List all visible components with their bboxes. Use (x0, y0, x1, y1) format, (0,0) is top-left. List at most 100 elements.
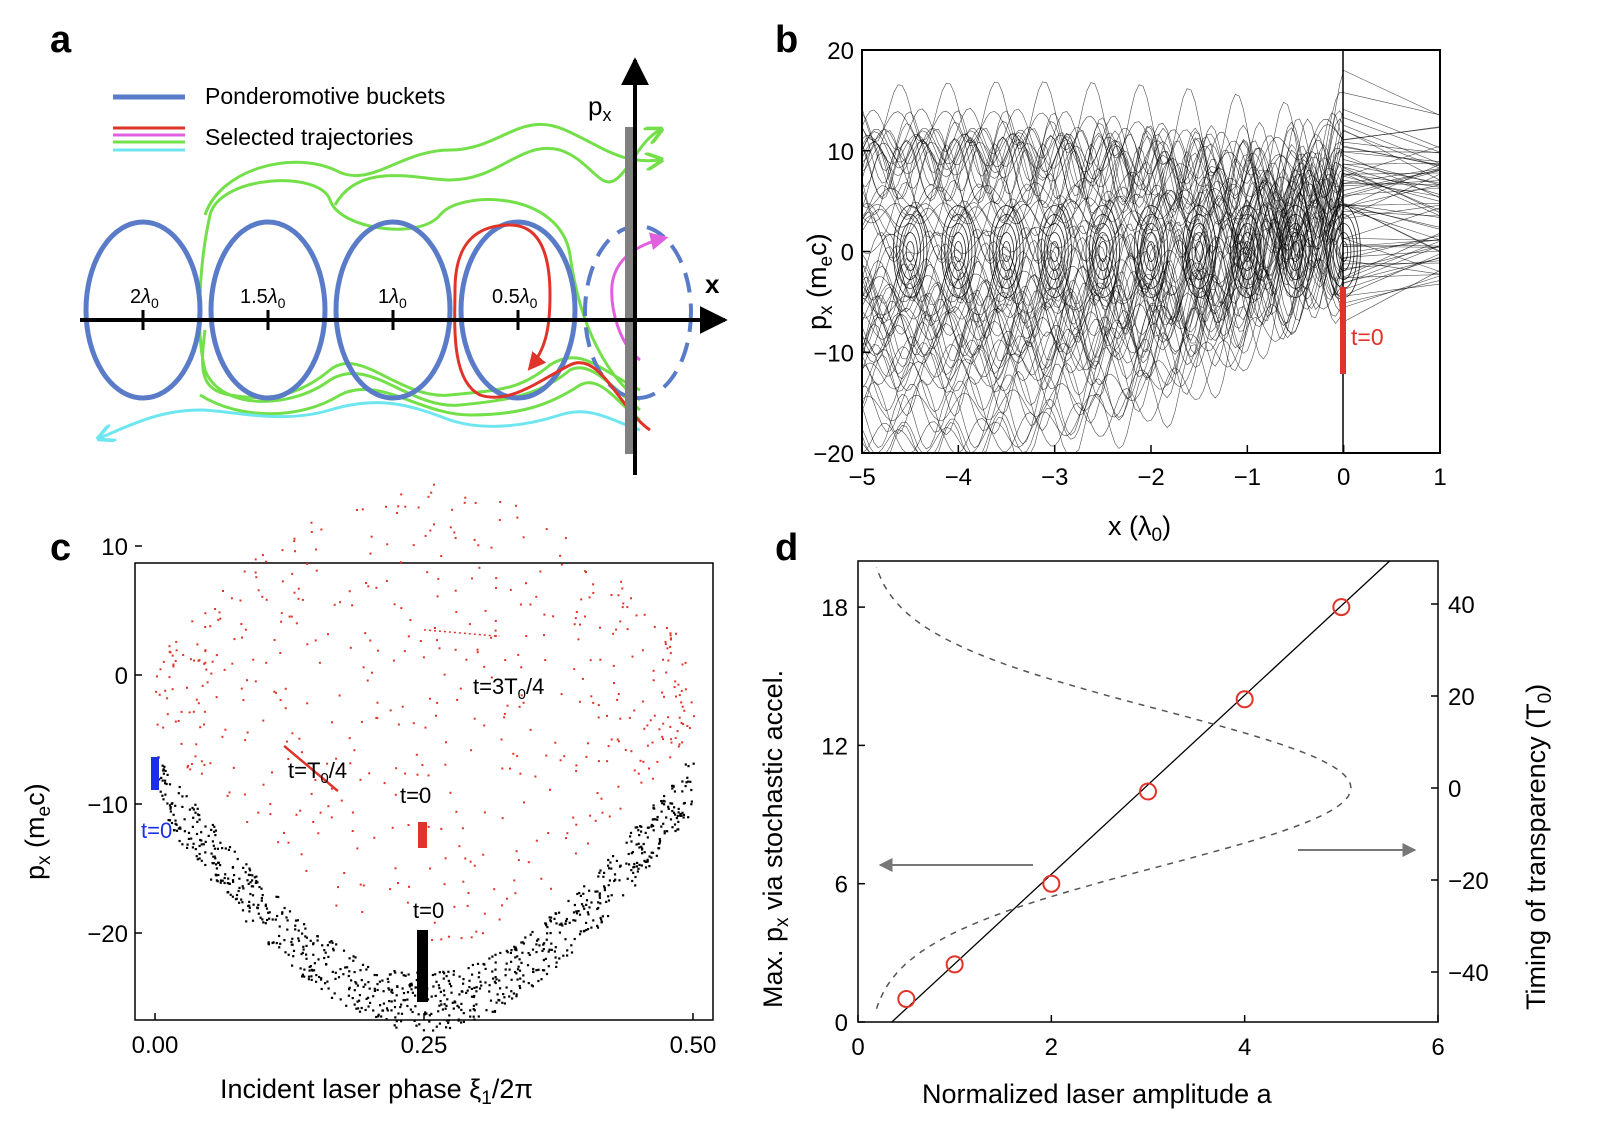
scatter-point-black (493, 980, 496, 983)
scatter-point-black (428, 1014, 431, 1017)
scatter-point-red (552, 615, 555, 618)
scatter-point-black (690, 800, 693, 803)
scatter-point-red (310, 531, 313, 533)
scatter-point-black (518, 958, 521, 961)
scatter-point-black (650, 856, 653, 859)
scatter-point-black (493, 1010, 497, 1013)
scatter-point-black (451, 1001, 454, 1004)
scatter-point-black (365, 968, 368, 971)
scatter-point-red (662, 738, 664, 741)
scatter-point-black (671, 784, 674, 787)
scatter-point-black (504, 974, 507, 977)
bucket-1-lambda (333, 219, 453, 401)
scatter-point-black (367, 981, 370, 984)
trajectory-line (861, 130, 1441, 296)
annotation-t4: t=T0/4 (288, 758, 347, 787)
scatter-point-black (510, 960, 513, 963)
scatter-point-black (190, 837, 193, 840)
scatter-point-red (337, 767, 340, 770)
scatter-point-red (431, 939, 433, 942)
scatter-point-black (387, 980, 390, 983)
scatter-point-black (681, 790, 684, 793)
scatter-point-red (242, 699, 245, 702)
scatter-point-red (280, 620, 283, 623)
scatter-point-black (475, 1003, 478, 1006)
scatter-point-red (287, 841, 290, 844)
trajectory-line (861, 92, 1441, 454)
phase-space-loop (1047, 232, 1063, 271)
scatter-point-black (491, 1010, 494, 1013)
scatter-point-black (248, 906, 251, 909)
scatter-point-black (565, 919, 568, 923)
scatter-point-black (191, 846, 194, 849)
scatter-point-black (438, 1004, 441, 1007)
scatter-point-black (554, 956, 557, 959)
scatter-point-red (519, 603, 522, 606)
scatter-point-black (214, 829, 217, 832)
scatter-point-red (284, 707, 287, 710)
scatter-point-red (361, 911, 364, 913)
scatter-point-red (473, 717, 476, 720)
scatter-point-black (508, 995, 511, 998)
scatter-point-red (305, 869, 308, 872)
scatter-point-red (483, 912, 486, 915)
scatter-point-black (684, 763, 687, 766)
scatter-point-black (630, 840, 633, 843)
scatter-point-red (540, 877, 543, 880)
scatter-point-red (293, 537, 296, 540)
trajectory-line (861, 152, 1441, 417)
scatter-point-red (190, 763, 193, 765)
scatter-point-red (391, 826, 394, 829)
scatter-point-black (309, 939, 312, 942)
scatter-point-black (367, 1005, 370, 1008)
scatter-point-black (251, 874, 254, 877)
scatter-point-red (490, 546, 493, 549)
phase-space-loop (1281, 214, 1310, 289)
scatter-point-red (394, 867, 397, 870)
scatter-point-red (680, 701, 683, 704)
scatter-point-red (493, 888, 496, 891)
scatter-point-black (437, 1010, 440, 1013)
scatter-point-black (221, 847, 224, 850)
scatter-point-black (362, 985, 365, 988)
scatter-point-red (393, 603, 396, 606)
scatter-point-black (297, 937, 300, 940)
scatter-point-black (546, 932, 549, 935)
scatter-point-black (475, 990, 478, 993)
scatter-point-black (545, 938, 548, 941)
scatter-point-black (614, 878, 617, 881)
scatter-point-black (411, 991, 414, 994)
scatter-point-black (457, 1006, 460, 1009)
scatter-point-black (514, 946, 517, 949)
scatter-point-red (299, 809, 302, 812)
scatter-point-black (361, 963, 365, 966)
scatter-point-black (246, 879, 249, 882)
scatter-point-black (204, 840, 207, 843)
scatter-point-red (368, 772, 371, 775)
scatter-point-black (636, 870, 639, 873)
scatter-point-red (429, 697, 431, 700)
scatter-point-black (256, 907, 259, 910)
scatter-point-red (669, 637, 672, 640)
trajectory-line (861, 163, 1441, 381)
scatter-point-red (180, 742, 183, 745)
scatter-point-black (511, 997, 514, 1000)
scatter-point-red (315, 569, 318, 572)
scatter-point-red (314, 639, 317, 642)
scatter-point-black (450, 991, 453, 994)
scatter-point-black (221, 879, 224, 882)
scatter-point-red (635, 614, 638, 617)
scatter-point-black (438, 971, 441, 974)
scatter-point-red (262, 719, 265, 722)
scatter-point-red (473, 864, 476, 867)
scatter-point-black (441, 1008, 444, 1011)
phase-space-loop (892, 205, 928, 298)
scatter-point-black (299, 967, 302, 970)
scatter-point-red (692, 715, 695, 718)
scatter-point-red (222, 590, 224, 592)
scatter-point-red (482, 853, 485, 856)
scatter-point-red (449, 526, 452, 529)
trajectory-line (861, 208, 1441, 378)
scatter-point-black (677, 807, 680, 810)
scatter-point-black (573, 937, 576, 941)
